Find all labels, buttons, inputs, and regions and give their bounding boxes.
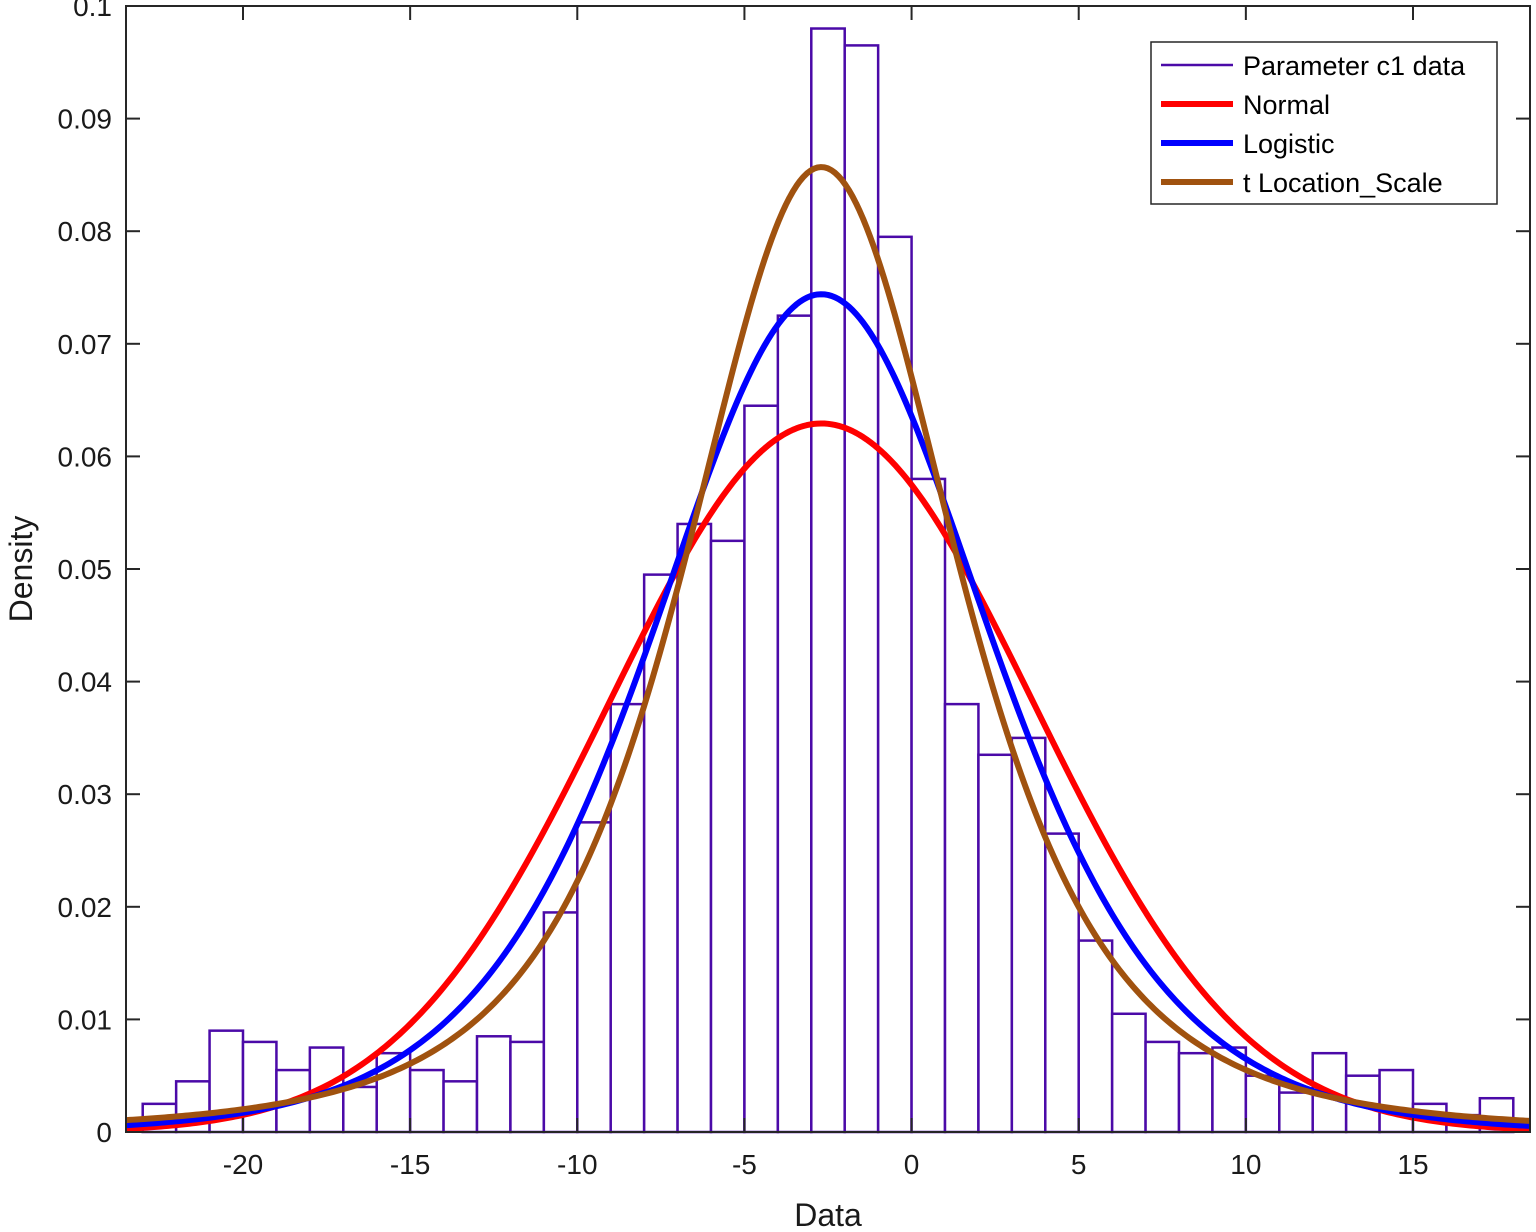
x-tick-label: 0 bbox=[904, 1149, 920, 1180]
x-tick-label: 5 bbox=[1071, 1149, 1087, 1180]
fit-curves bbox=[125, 164, 1531, 1133]
histogram-bar bbox=[1077, 939, 1114, 1134]
histogram-bar bbox=[1010, 736, 1047, 1134]
y-tick-label: 0.05 bbox=[58, 554, 113, 585]
x-tick-label: -10 bbox=[557, 1149, 597, 1180]
x-axis-title: Data bbox=[794, 1197, 862, 1232]
fit-curve-normal bbox=[125, 420, 1531, 1133]
legend-label-logistic: Logistic bbox=[1243, 129, 1335, 159]
histogram-bars bbox=[141, 27, 1515, 1134]
y-tick-label: 0.1 bbox=[73, 0, 112, 22]
legend-box bbox=[1150, 41, 1498, 205]
histogram-bar bbox=[1378, 1068, 1415, 1134]
histogram-bar bbox=[1278, 1091, 1314, 1134]
y-tick-label: 0.07 bbox=[58, 329, 113, 360]
y-tick-label: 0.04 bbox=[58, 667, 113, 698]
x-tick-label: 10 bbox=[1230, 1149, 1261, 1180]
histogram-bar bbox=[609, 702, 646, 1134]
fit-curve-t-location-scale bbox=[125, 164, 1531, 1124]
histogram-bar bbox=[408, 1068, 445, 1134]
fit-curve-logistic bbox=[125, 291, 1531, 1129]
histogram-bar bbox=[642, 573, 679, 1134]
y-tick-label: 0.02 bbox=[58, 892, 113, 923]
histogram-bar bbox=[810, 27, 846, 1134]
histogram-bar bbox=[743, 404, 780, 1134]
histogram-bar bbox=[1110, 1012, 1147, 1134]
histogram-bar bbox=[509, 1040, 546, 1134]
histogram-bar bbox=[843, 44, 880, 1134]
histogram-bar bbox=[943, 702, 980, 1134]
y-axis: 0 0.01 0.02 0.03 0.04 0.05 0.06 0.07 0.08 0.09 0.1 bbox=[58, 0, 1530, 1148]
histogram-bar bbox=[676, 522, 713, 1134]
y-tick-label: 0.01 bbox=[58, 1004, 113, 1035]
histogram-bar bbox=[1177, 1051, 1214, 1134]
legend: Parameter c1 data Normal Logistic t Loca… bbox=[1150, 41, 1498, 205]
histogram-bar bbox=[542, 911, 579, 1134]
histogram-bar bbox=[442, 1080, 479, 1134]
legend-label-histogram: Parameter c1 data bbox=[1243, 51, 1466, 81]
histogram-bar bbox=[776, 314, 813, 1134]
x-tick-label: -20 bbox=[223, 1149, 263, 1180]
y-tick-label: 0.08 bbox=[58, 216, 113, 247]
x-axis: -20 -15 -10 -5 0 5 10 15 bbox=[223, 6, 1429, 1180]
x-tick-label: -15 bbox=[390, 1149, 430, 1180]
histogram-bar bbox=[977, 753, 1014, 1134]
y-tick-label: 0.03 bbox=[58, 779, 113, 810]
histogram-bar bbox=[709, 539, 746, 1134]
histogram-bar bbox=[342, 1085, 378, 1134]
legend-label-t-location-scale: t Location_Scale bbox=[1243, 168, 1443, 198]
y-tick-label: 0.06 bbox=[58, 441, 113, 472]
histogram-bar bbox=[876, 235, 913, 1134]
histogram-bar bbox=[241, 1040, 278, 1134]
y-tick-label: 0 bbox=[96, 1117, 112, 1148]
y-axis-title: Density bbox=[3, 516, 39, 623]
histogram-bar bbox=[910, 477, 947, 1134]
legend-label-normal: Normal bbox=[1243, 90, 1330, 120]
x-tick-label: -5 bbox=[732, 1149, 757, 1180]
histogram-bar bbox=[1144, 1040, 1181, 1134]
x-tick-label: 15 bbox=[1397, 1149, 1428, 1180]
y-tick-label: 0.09 bbox=[58, 104, 113, 135]
histogram-bar bbox=[475, 1035, 512, 1134]
